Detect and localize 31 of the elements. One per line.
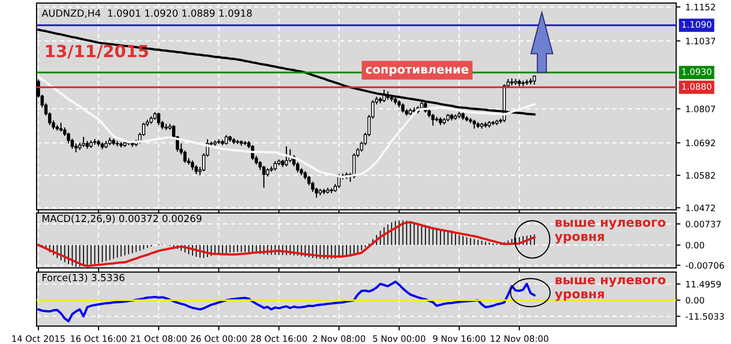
y-tick-label: 1.1152 xyxy=(686,4,715,10)
y-tick-label: 1.0692 xyxy=(686,140,715,146)
chart-title: Force(13) 3.5336 xyxy=(42,274,124,282)
chart-title: MACD(12,26,9) 0.00372 0.00269 xyxy=(42,214,202,224)
x-tick-label: 14 Oct 2015 xyxy=(12,335,65,342)
x-tick-label: 5 Nov 00:00 xyxy=(373,335,426,342)
x-tick-label: 9 Nov 16:00 xyxy=(433,335,486,342)
ref-line-label: 1.0880 xyxy=(682,83,712,90)
text: AUDNZD,H4 1.0901 1.0920 1.0889 1.0918 xyxy=(42,9,252,18)
x-tick-label: 21 Oct 08:00 xyxy=(130,335,187,342)
x-tick-label: 16 Oct 16:00 xyxy=(70,335,126,342)
text: выше нулевого уровня xyxy=(554,277,666,301)
x-tick-label: 12 Nov 08:00 xyxy=(490,335,548,342)
x-tick-label: 28 Oct 16:00 xyxy=(251,335,307,342)
y-tick-label: -0.00706 xyxy=(686,262,724,269)
text: выше нулевого уровня xyxy=(554,220,666,244)
x-tick-label: 26 Oct 00:00 xyxy=(190,335,247,342)
y-tick-label: 1.0582 xyxy=(686,172,715,179)
y-tick-label: -11.5033 xyxy=(686,313,724,320)
y-tick-label: 1.0472 xyxy=(686,204,715,212)
ref-line-label: 1.1090 xyxy=(682,21,712,28)
y-tick-label: 11.4959 xyxy=(686,280,721,288)
x-tick-label: 2 Nov 08:00 xyxy=(312,335,366,342)
annotation: 13/11/2015 xyxy=(46,44,148,59)
y-tick-label: 1.0807 xyxy=(686,106,716,112)
y-tick-label: 0.00 xyxy=(686,296,704,304)
ref-line-label: 1.0930 xyxy=(682,68,712,76)
annotation: сопротивление xyxy=(366,66,468,76)
y-tick-label: 0.00 xyxy=(686,242,704,248)
y-tick-label: 0.00737 xyxy=(686,220,721,228)
y-tick-label: 1.1037 xyxy=(686,38,716,44)
